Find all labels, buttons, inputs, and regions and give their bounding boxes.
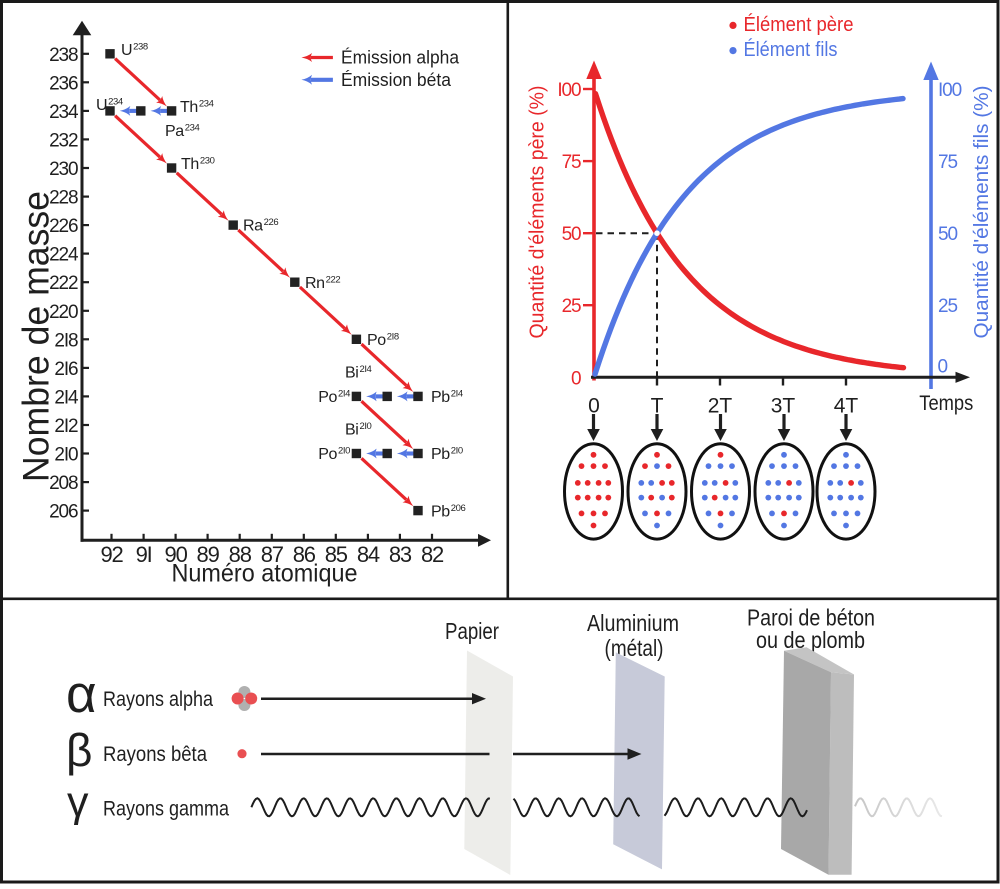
svg-text:Pa234: Pa234: [165, 123, 200, 141]
svg-text:234: 234: [49, 102, 79, 123]
svg-text:9I: 9I: [136, 542, 152, 567]
svg-text:Émission béta: Émission béta: [341, 70, 452, 90]
svg-text:Ra226: Ra226: [243, 217, 278, 235]
svg-text:2T: 2T: [708, 395, 733, 418]
svg-text:92: 92: [100, 542, 123, 567]
svg-text:Po2I4: Po2I4: [318, 389, 350, 407]
svg-text:25: 25: [938, 296, 957, 317]
svg-text:U238: U238: [121, 42, 148, 60]
svg-text:β: β: [66, 724, 92, 776]
svg-text:Aluminium: Aluminium: [587, 610, 679, 636]
svg-text:50: 50: [938, 224, 957, 245]
svg-text:89: 89: [197, 542, 220, 567]
svg-text:2I8: 2I8: [54, 330, 78, 351]
svg-text:I00: I00: [557, 80, 581, 101]
svg-text:86: 86: [293, 542, 316, 567]
svg-text:220: 220: [49, 302, 78, 323]
svg-text:4T: 4T: [834, 395, 859, 418]
svg-text:ou de plomb: ou de plomb: [756, 627, 865, 653]
svg-text:85: 85: [325, 542, 348, 567]
svg-text:228: 228: [49, 188, 78, 209]
svg-text:84: 84: [357, 542, 380, 567]
svg-text:82: 82: [421, 542, 444, 567]
svg-text:Émission alpha: Émission alpha: [341, 48, 460, 68]
svg-text:Th230: Th230: [181, 156, 215, 174]
svg-text:γ: γ: [67, 778, 89, 826]
svg-text:Nombre de masse: Nombre de masse: [16, 191, 57, 482]
svg-text:236: 236: [49, 73, 78, 94]
svg-text:T: T: [651, 395, 664, 418]
svg-text:226: 226: [49, 216, 78, 237]
svg-text:Pb206: Pb206: [431, 503, 466, 521]
svg-text:2I4: 2I4: [54, 387, 79, 408]
svg-text:50: 50: [562, 224, 581, 245]
svg-text:83: 83: [389, 542, 412, 567]
svg-text:25: 25: [562, 296, 581, 317]
svg-text:Rn222: Rn222: [305, 275, 340, 293]
svg-text:0: 0: [571, 368, 581, 389]
svg-text:Th234: Th234: [180, 99, 214, 117]
svg-text:224: 224: [49, 245, 79, 266]
svg-text:Quantité d'éléments père (%): Quantité d'éléments père (%): [527, 86, 549, 339]
svg-text:Bi2I4: Bi2I4: [345, 364, 372, 382]
svg-text:208: 208: [49, 473, 78, 494]
svg-text:Rayons bêta: Rayons bêta: [103, 743, 207, 766]
svg-text:Po2I8: Po2I8: [367, 332, 399, 350]
svg-text:I00: I00: [938, 80, 962, 101]
svg-text:(métal): (métal): [605, 635, 664, 661]
svg-text:Élément père: Élément père: [744, 13, 854, 36]
svg-text:2I0: 2I0: [54, 445, 78, 466]
svg-text:232: 232: [49, 130, 78, 151]
svg-text:Pb2I0: Pb2I0: [431, 446, 463, 464]
svg-text:206: 206: [49, 502, 78, 523]
svg-text:222: 222: [49, 273, 78, 294]
svg-text:90: 90: [165, 542, 188, 567]
svg-text:2I6: 2I6: [54, 359, 78, 380]
svg-text:Paroi de béton: Paroi de béton: [747, 605, 875, 631]
svg-text:88: 88: [229, 542, 252, 567]
svg-text:α: α: [66, 665, 97, 724]
svg-text:75: 75: [938, 152, 957, 173]
svg-text:Pb2I4: Pb2I4: [431, 389, 463, 407]
svg-text:Quantité d'éléments fils (%): Quantité d'éléments fils (%): [971, 85, 993, 338]
svg-text:Élément fils: Élément fils: [744, 38, 838, 61]
svg-text:75: 75: [562, 152, 581, 173]
svg-text:2I2: 2I2: [54, 416, 78, 437]
svg-text:0: 0: [938, 357, 948, 378]
svg-text:87: 87: [261, 542, 284, 567]
svg-text:Po2I0: Po2I0: [318, 446, 350, 464]
svg-text:3T: 3T: [771, 395, 796, 418]
svg-text:238: 238: [49, 45, 78, 66]
svg-text:Rayons alpha: Rayons alpha: [103, 688, 213, 711]
svg-text:Bi2I0: Bi2I0: [345, 421, 372, 439]
svg-text:Rayons gamma: Rayons gamma: [103, 798, 229, 821]
svg-text:Papier: Papier: [445, 618, 499, 644]
svg-text:230: 230: [49, 159, 78, 180]
svg-text:0: 0: [588, 395, 600, 418]
svg-text:Temps: Temps: [919, 392, 973, 415]
svg-text:Numéro atomique: Numéro atomique: [172, 560, 358, 588]
